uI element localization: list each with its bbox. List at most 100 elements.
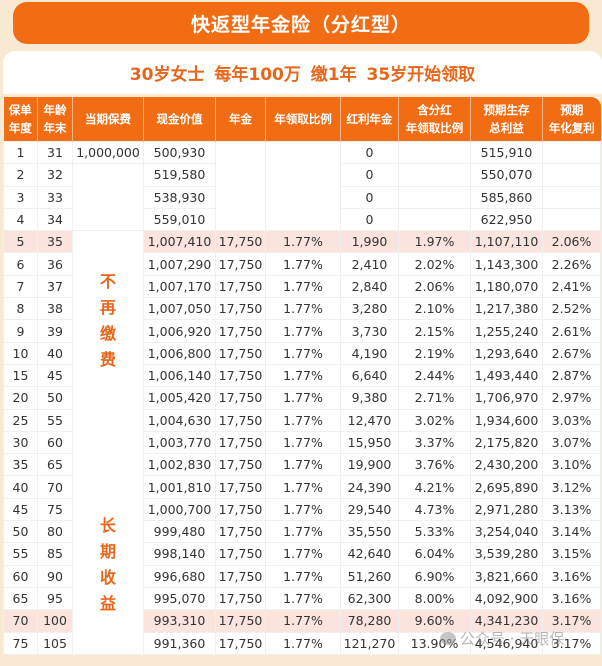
benefit-table: 保单 年度 年龄 年末 当期保费 现金价值 年金 年领取比例 红利年金 含分红 年领取比例 预期生存总…	[3, 97, 601, 655]
annuity-cell: 17,750	[215, 564, 266, 588]
ratio-with-bonus-cell: 2.44%	[398, 363, 471, 388]
annual-ratio-cell: 1.77%	[265, 386, 341, 410]
irr-cell: 3.17%	[542, 609, 601, 633]
annual-ratio-cell: 1.77%	[265, 230, 341, 254]
side-label-long-term-income: 长期收益	[100, 515, 117, 613]
cash-value-cell: 1,007,410	[143, 230, 216, 254]
age-cell: 37	[37, 274, 73, 299]
header-label: 年领取比例	[405, 121, 464, 135]
policy-year-cell: 2	[3, 163, 38, 187]
wechat-icon	[440, 632, 456, 645]
total-benefit-cell: 4,092,900	[470, 586, 543, 611]
total-benefit-cell: 1,143,300	[470, 252, 543, 276]
ratio-with-bonus-cell: 4.73%	[398, 497, 471, 522]
age-cell: 50	[37, 386, 73, 410]
age-cell: 31	[37, 140, 73, 165]
bonus-annuity-cell: 0	[340, 163, 399, 187]
header-label: 现金价值	[156, 112, 203, 126]
annual-ratio-cell: 1.77%	[265, 430, 341, 455]
ratio-with-bonus-cell: 2.15%	[398, 319, 471, 343]
table-row: 2 32 519,580 0 550,070	[3, 163, 601, 232]
policy-year-cell: 35	[3, 453, 38, 477]
cash-value-cell: 993,310	[143, 609, 216, 633]
cash-value-cell: 1,004,630	[143, 408, 216, 432]
annuity-cell: 17,750	[215, 386, 266, 410]
policy-year-cell: 30	[3, 430, 38, 455]
irr-cell: 3.17%	[542, 631, 601, 655]
age-cell: 90	[37, 564, 73, 588]
bonus-annuity-cell: 42,640	[340, 542, 399, 566]
header-label: 年末	[43, 121, 67, 135]
bonus-annuity-cell: 6,640	[340, 363, 399, 388]
ratio-with-bonus-cell: 8.00%	[398, 586, 471, 611]
annual-ratio-cell: 1.77%	[265, 497, 341, 522]
header-policy-year: 保单 年度	[3, 97, 38, 142]
header-cash-value: 现金价值	[143, 97, 216, 142]
annuity-cell: 17,750	[215, 319, 266, 343]
annual-ratio-cell: 1.77%	[265, 252, 341, 276]
irr-cell: 2.26%	[542, 252, 601, 276]
policy-year-cell: 10	[3, 341, 38, 365]
irr-cell: 3.12%	[542, 475, 601, 499]
table-row: 65 95 995,070 17,750 1.77% 62,300 8.00% 4,092,9…	[3, 586, 601, 611]
cash-value-cell: 500,930	[143, 140, 216, 165]
ratio-with-bonus-cell	[398, 207, 471, 232]
page-subtitle: 30岁女士 每年100万 缴1年 35岁开始领取	[3, 51, 602, 94]
header-total-benefit: 预期生存 总利益	[470, 97, 543, 142]
age-cell: 95	[37, 586, 73, 611]
header-ratio-with-bonus: 含分红 年领取比例	[398, 97, 471, 142]
total-benefit-cell: 1,217,380	[470, 297, 543, 321]
header-label: 年龄	[43, 103, 67, 117]
age-cell: 105	[37, 631, 73, 655]
age-cell: 38	[37, 297, 73, 321]
policy-year-cell: 9	[3, 319, 38, 343]
ratio-with-bonus-cell	[398, 185, 471, 209]
annuity-cell: 17,750	[215, 274, 266, 299]
benefit-table-container: 保单 年度 年龄 年末 当期保费 现金价值 年金 年领取比例 红利年金 含分红 年领取比例 预期生存总…	[3, 97, 601, 655]
total-benefit-cell: 1,706,970	[470, 386, 543, 410]
cash-value-cell: 519,580	[143, 163, 216, 187]
irr-cell: 2.41%	[542, 274, 601, 299]
annuity-cell: 17,750	[215, 586, 266, 611]
ratio-with-bonus-cell: 4.21%	[398, 475, 471, 499]
cash-value-cell: 1,007,290	[143, 252, 216, 276]
ratio-with-bonus-cell: 2.02%	[398, 252, 471, 276]
annual-ratio-cell: 1.77%	[265, 631, 341, 655]
ratio-with-bonus-cell: 2.19%	[398, 341, 471, 365]
total-benefit-cell: 2,175,820	[470, 430, 543, 455]
ratio-with-bonus-cell: 3.37%	[398, 430, 471, 455]
age-cell: 75	[37, 497, 73, 522]
irr-cell: 3.10%	[542, 453, 601, 477]
total-benefit-cell: 515,910	[470, 140, 543, 165]
ratio-with-bonus-cell	[398, 140, 471, 165]
side-label-no-more-payment: 不再缴费	[100, 271, 117, 369]
header-label: 红利年金	[346, 112, 393, 126]
table-row: 50 80 999,480 17,750 1.77% 35,550 5.33% 3,254,0…	[3, 520, 601, 544]
annuity-cell: 17,750	[215, 363, 266, 388]
table-row: 1 31 1,000,000 500,930 0 515,910	[3, 140, 601, 232]
age-cell: 45	[37, 363, 73, 388]
cash-value-cell: 995,070	[143, 586, 216, 611]
table-row: 35 65 1,002,830 17,750 1.77% 19,900 3.76% 2,430…	[3, 453, 601, 477]
cash-value-cell: 998,140	[143, 542, 216, 566]
annuity-cell: 17,750	[215, 475, 266, 499]
table-header-row: 保单 年度 年龄 年末 当期保费 现金价值 年金 年领取比例 红利年金 含分红 年领取比例 预期生存总…	[3, 97, 601, 142]
cash-value-cell: 538,930	[143, 185, 216, 209]
policy-year-cell: 1	[3, 140, 38, 165]
age-cell: 65	[37, 453, 73, 477]
annuity-cell: 17,750	[215, 520, 266, 544]
annuity-cell: 17,750	[215, 341, 266, 365]
policy-year-cell: 50	[3, 520, 38, 544]
total-benefit-cell: 3,539,280	[470, 542, 543, 566]
total-benefit-cell: 3,254,040	[470, 520, 543, 544]
annual-ratio-cell: 1.77%	[265, 542, 341, 566]
irr-cell: 2.06%	[542, 230, 601, 254]
bonus-annuity-cell: 12,470	[340, 408, 399, 432]
table-row: 20 50 1,005,420 17,750 1.77% 9,380 2.71% 1,706,…	[3, 386, 601, 410]
header-label: 预期生存	[483, 103, 530, 117]
table-row: 8 38 1,007,050 17,750 1.77% 3,280 2.10% 1,217,3…	[3, 297, 601, 321]
age-cell: 33	[37, 185, 73, 209]
total-benefit-cell: 2,430,200	[470, 453, 543, 477]
irr-cell: 2.97%	[542, 386, 601, 410]
total-benefit-cell: 1,934,600	[470, 408, 543, 432]
